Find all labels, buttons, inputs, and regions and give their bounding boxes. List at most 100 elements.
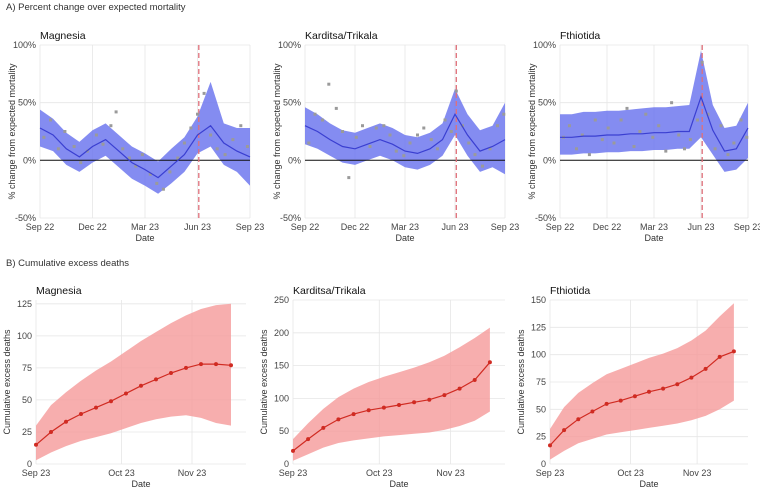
x-tick-label: Sep 23: [279, 468, 308, 478]
data-point: [124, 391, 128, 396]
observed-point: [700, 60, 704, 64]
x-tick-label: Sep 23: [491, 222, 520, 232]
observed-point: [670, 101, 674, 105]
section-a-title: A) Percent change over expected mortalit…: [6, 2, 186, 13]
observed-point: [657, 124, 661, 128]
data-point: [154, 377, 158, 382]
observed-point: [42, 135, 46, 139]
x-tick-label: Jun 23: [184, 222, 211, 232]
y-tick-label: 0: [541, 459, 546, 469]
observed-point: [231, 138, 235, 142]
data-point: [590, 409, 595, 414]
y-tick-label: 50: [22, 395, 32, 405]
observed-point: [313, 112, 317, 116]
observed-point: [436, 147, 439, 151]
data-point: [79, 412, 83, 416]
observed-point: [632, 145, 636, 148]
y-tick-label: 100: [274, 393, 289, 403]
observed-point: [127, 156, 131, 160]
observed-point: [361, 124, 364, 128]
data-point: [412, 400, 417, 405]
panel-title: Fthiotida: [550, 285, 590, 297]
data-point: [703, 366, 708, 371]
observed-point: [726, 153, 730, 157]
x-axis-label: Date: [389, 479, 408, 489]
data-point: [321, 425, 326, 430]
y-axis-label: Cumulative excess deaths: [2, 329, 12, 435]
observed-point: [688, 138, 692, 142]
cumulative-line: [35, 363, 232, 446]
observed-point: [63, 130, 67, 133]
y-tick-label: -50%: [535, 213, 556, 223]
observed-point: [587, 153, 591, 157]
panel-3: Fthiotida -50% 0% 50% 100% Sep 22 Dec 22 Mar 23…: [527, 30, 760, 243]
y-axis-label: % change from expected mortality: [527, 63, 537, 200]
observed-point: [196, 112, 199, 116]
observed-point: [347, 176, 351, 180]
observed-point: [706, 112, 710, 116]
data-point: [675, 382, 680, 387]
x-tick-label: Mar 23: [391, 222, 419, 232]
panel-title: Magnesia: [40, 30, 86, 42]
y-tick-label: 25: [536, 432, 546, 442]
data-point: [94, 405, 98, 410]
data-point: [229, 363, 233, 368]
observed-point: [502, 112, 506, 116]
observed-point: [683, 147, 686, 151]
x-tick-label: Nov 23: [436, 468, 465, 478]
observed-point: [467, 141, 471, 145]
panel-1: Magnesia -50% 0% 50% 100% Sep 22 Dec 22 Mar 23 J…: [7, 30, 264, 243]
y-tick-label: -50%: [280, 213, 301, 223]
observed-point: [664, 149, 668, 153]
observed-point: [49, 118, 52, 122]
x-tick-label: Oct 23: [108, 468, 135, 478]
x-axis-label: Date: [135, 233, 154, 243]
observed-point: [696, 118, 699, 122]
fit-line: [560, 95, 749, 152]
data-point: [306, 437, 311, 442]
observed-point: [79, 161, 83, 165]
x-tick-label: Nov 23: [683, 468, 712, 478]
data-point: [457, 386, 462, 391]
y-tick-label: 75: [22, 363, 32, 373]
data-point: [548, 443, 552, 448]
observed-point: [580, 133, 584, 137]
data-point: [576, 417, 581, 422]
section-b-title: B) Cumulative excess deaths: [6, 258, 129, 269]
y-tick-label: 100%: [533, 40, 556, 50]
data-point: [618, 398, 623, 403]
panel-5: Karditsa/Trikala 0 50 100 150 200 250 Sep 23 Oct…: [259, 285, 505, 489]
observed-point: [619, 118, 623, 122]
y-axis-label: % change from expected mortality: [7, 63, 17, 200]
observed-point: [223, 153, 227, 157]
y-tick-label: 100%: [278, 40, 301, 50]
y-tick-label: 0%: [288, 155, 301, 165]
observed-point: [606, 126, 610, 130]
observed-point: [612, 141, 616, 145]
y-tick-label: 75: [536, 377, 546, 387]
x-tick-label: Sep 23: [536, 468, 565, 478]
data-point: [291, 448, 295, 453]
y-tick-label: 50: [536, 404, 546, 414]
x-tick-label: Sep 23: [22, 468, 51, 478]
data-point: [336, 417, 341, 422]
observed-point: [239, 124, 243, 128]
data-point: [487, 360, 492, 365]
x-tick-label: Mar 23: [640, 222, 668, 232]
y-tick-label: 125: [531, 322, 546, 332]
observed-point: [114, 110, 118, 114]
data-point: [381, 405, 386, 410]
y-tick-label: 50%: [283, 98, 301, 108]
data-point: [214, 362, 218, 367]
y-tick-label: 25: [22, 427, 32, 437]
x-tick-label: Dec 22: [341, 222, 370, 232]
x-tick-label: Dec 22: [593, 222, 622, 232]
confidence-band: [560, 50, 748, 172]
y-tick-label: 50%: [18, 98, 36, 108]
y-tick-label: 0%: [23, 155, 36, 165]
y-axis-label: Cumulative excess deaths: [516, 329, 526, 435]
confidence-band: [293, 327, 490, 461]
observed-point: [644, 112, 648, 116]
cumulative-line: [549, 350, 735, 446]
